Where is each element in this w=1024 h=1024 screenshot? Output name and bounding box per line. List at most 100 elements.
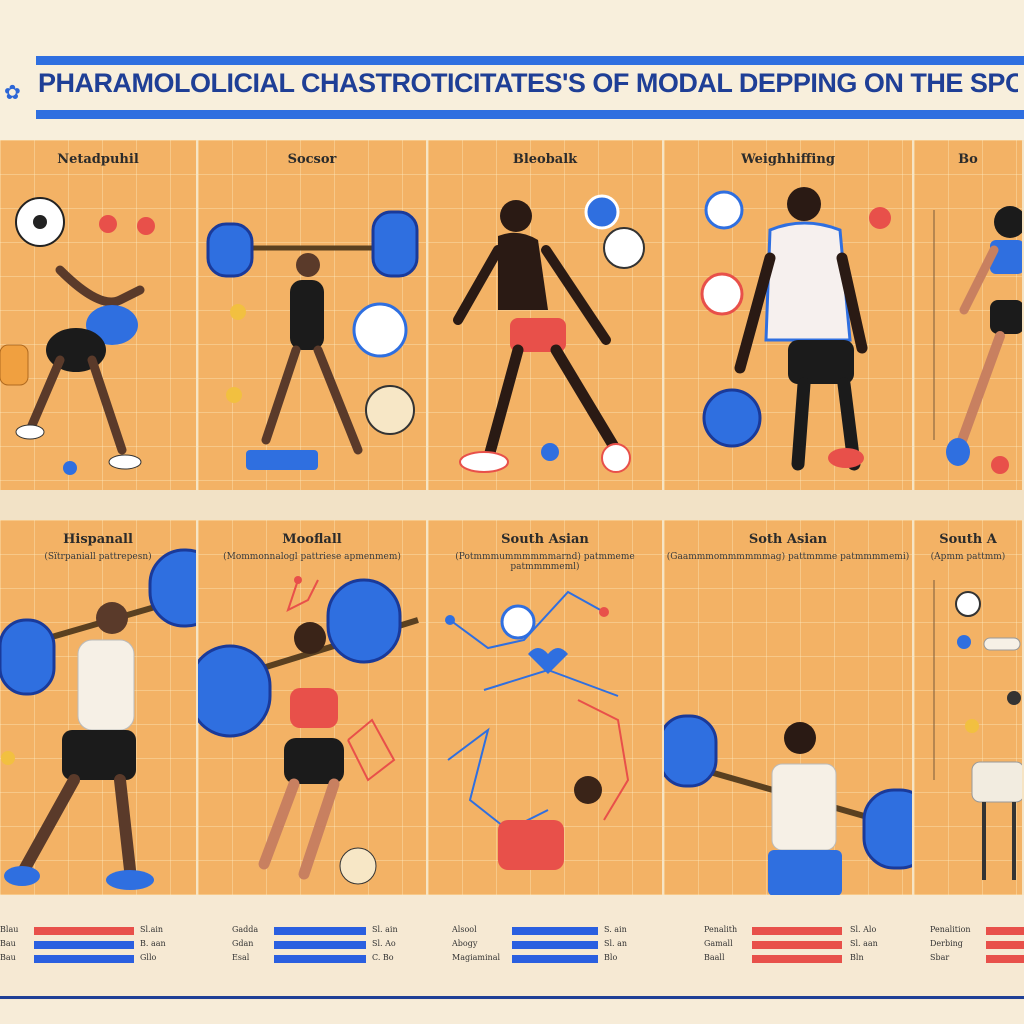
stat-bar <box>34 941 134 949</box>
stat-value: Sl. ain <box>372 925 398 934</box>
panel-title: Bo <box>958 152 978 167</box>
stat-label: Abogy <box>452 939 478 948</box>
title-banner: ✿ PHARAMOLOLICIAL CHASTROTICITATES'S OF … <box>0 0 1024 140</box>
stat-label: Gdan <box>232 939 254 948</box>
panel-top-2: Socsor <box>198 140 428 490</box>
stat-value: C. Bo <box>372 953 394 962</box>
athlete-boxing-network-illustration <box>445 590 630 870</box>
stat-row: Penalith Sl. Alo <box>704 925 894 937</box>
panel-top-3: Bleobalk <box>428 140 664 490</box>
bench-equipment-illustration <box>933 580 1022 880</box>
stat-label: Penalith <box>704 925 738 934</box>
panel-subtitle: (Gaammmommmmmmag) pattmmme patmmmmemi) <box>666 552 910 562</box>
panel-top-4: Weighhiffing <box>664 140 914 490</box>
panel-subtitle: (Apmm pattmm) <box>930 552 1006 562</box>
athlete-running-illustration <box>453 194 645 473</box>
stat-row: Magiaminal Blo <box>452 953 652 965</box>
stat-bar <box>512 927 598 935</box>
banner-bottom-rule <box>36 110 1024 119</box>
athlete-sprint-illustration <box>933 206 1022 474</box>
panel-top-1: Netadpuhil <box>0 140 198 490</box>
stat-bar <box>274 927 366 935</box>
stat-row: Derbing <box>930 939 1024 951</box>
stat-value: Sl. aan <box>850 939 878 948</box>
athlete-barbell-illustration <box>206 210 419 470</box>
stat-value: Sl.ain <box>140 925 164 934</box>
stat-bar <box>986 927 1024 935</box>
stat-row: Sbar <box>930 953 1024 965</box>
panel-bottom-3: South Asian (Potmmmummmmmmarnd) patmmeme… <box>428 520 664 895</box>
panel-title: Mooflall <box>282 532 342 547</box>
stat-bar <box>512 941 598 949</box>
stat-label: Gadda <box>232 925 259 934</box>
stat-label: Sbar <box>930 953 950 962</box>
stat-row: Bau Gllo <box>0 953 190 965</box>
panel-title: Socsor <box>287 152 337 167</box>
stat-label: Alsool <box>452 925 477 934</box>
panel-subtitle: (Potmmmummmmmmarnd) patmmeme patmmmmeml) <box>455 552 635 572</box>
row-separator <box>0 490 1024 520</box>
stat-row: Blau Sl.ain <box>0 925 190 937</box>
stat-label: Bau <box>0 939 16 948</box>
stat-row: Baall Bln <box>704 953 894 965</box>
stat-row: Gdan Sl. Ao <box>232 939 422 951</box>
panel-title: Weighhiffing <box>741 152 835 167</box>
panel-title: Bleobalk <box>512 152 578 167</box>
illustration-board: Netadpuhil Socsor <box>0 140 1024 1000</box>
stat-bar <box>34 927 134 935</box>
stat-row: Alsool S. ain <box>452 925 652 937</box>
stat-bar <box>512 955 598 963</box>
fleur-ornament-icon: ✿ <box>4 82 21 104</box>
stat-bar <box>986 941 1024 949</box>
athlete-press-illustration <box>198 576 419 885</box>
stat-label: Gamall <box>704 939 733 948</box>
stat-bar <box>274 941 366 949</box>
bottom-rule <box>0 996 1024 999</box>
panel-subtitle: (Mommonnalogl pattriese apmenmem) <box>223 552 401 562</box>
panel-bottom-1: Hispanall (Sïtrpaniall pattrepesn) <box>0 520 198 895</box>
stat-label: Penalition <box>930 925 971 934</box>
stat-bar <box>752 941 842 949</box>
athlete-curl-illustration <box>664 714 912 895</box>
stat-value: S. ain <box>604 925 627 934</box>
stat-row: Esal C. Bo <box>232 953 422 965</box>
stat-bar <box>986 955 1024 963</box>
panel-title: Hispanall <box>63 532 133 547</box>
stat-value: B. aan <box>140 939 166 948</box>
stat-value: Sl. an <box>604 939 628 948</box>
panel-title: South A <box>939 532 997 547</box>
stat-value: Gllo <box>140 953 157 962</box>
stat-label: Bau <box>0 953 16 962</box>
panel-top-5: Bo <box>914 140 1024 490</box>
stat-row: Gamall Sl. aan <box>704 939 894 951</box>
athlete-overhead-lift-illustration <box>0 548 196 890</box>
stat-value: Sl. Alo <box>850 925 877 934</box>
stat-bar <box>752 955 842 963</box>
stat-row: Penalition <box>930 925 1024 937</box>
panel-bottom-4: Soth Asian (Gaammmommmmmmag) pattmmme pa… <box>664 520 914 895</box>
stat-value: Bln <box>850 953 864 962</box>
panel-subtitle: (Sïtrpaniall pattrepesn) <box>44 552 152 562</box>
stat-label: Blau <box>0 925 19 934</box>
athlete-dribbling-illustration <box>700 187 891 471</box>
stat-row: Gadda Sl. ain <box>232 925 422 937</box>
page-title: PHARAMOLOLICIAL CHASTROTICITATES'S OF MO… <box>38 68 1018 98</box>
panel-bottom-2: Mooflall (Mommonnalogl pattriese apmenme… <box>198 520 428 895</box>
stat-value: Blo <box>604 953 618 962</box>
stat-label: Derbing <box>930 939 963 948</box>
panel-bottom-5: South A (Apmm pattmm) <box>914 520 1024 895</box>
stat-row: Abogy Sl. an <box>452 939 652 951</box>
stat-label: Magiaminal <box>452 953 501 962</box>
stat-bar <box>752 927 842 935</box>
stat-value: Sl. Ao <box>372 939 396 948</box>
stat-label: Baall <box>704 953 725 962</box>
panel-title: Soth Asian <box>748 532 828 547</box>
stat-label: Esal <box>232 953 250 962</box>
panel-title: Netadpuhil <box>57 152 139 167</box>
banner-top-rule <box>36 56 1024 65</box>
athlete-ball-illustration <box>0 197 155 475</box>
stat-row: Bau B. aan <box>0 939 190 951</box>
panel-title: South Asian <box>501 532 589 547</box>
stat-bar <box>34 955 134 963</box>
stat-bar <box>274 955 366 963</box>
